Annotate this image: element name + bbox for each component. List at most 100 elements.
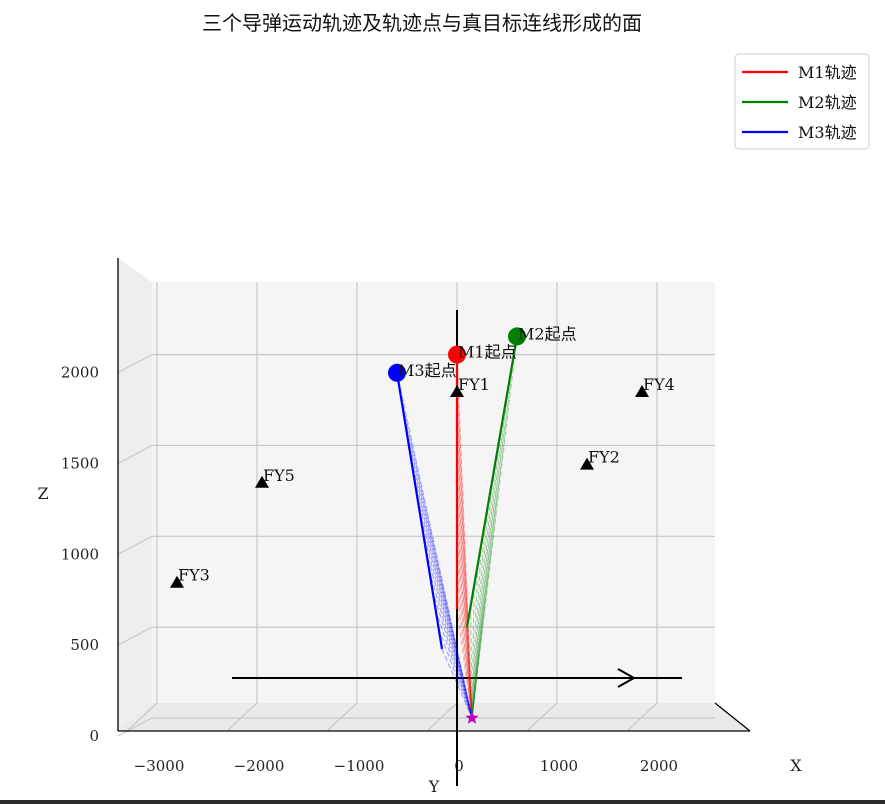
trajectory-line [395, 372, 444, 650]
surface-line [471, 502, 490, 719]
surface-line [456, 536, 473, 719]
start-label: M1起点 [458, 343, 517, 362]
x-tick-label: 1000 [540, 757, 578, 775]
surface-line [441, 648, 473, 719]
axes-pane [118, 258, 750, 731]
surface-line [435, 609, 473, 719]
z-tick-labels: 0 500 1000 1500 2000 [61, 364, 99, 745]
start-marker [388, 363, 406, 382]
fy-marker [635, 384, 649, 397]
bottom-rule [0, 800, 885, 804]
x-axis-label: X [790, 756, 802, 775]
grid-line-left [117, 354, 153, 374]
fy-label: FY5 [263, 466, 295, 485]
legend-label: M3轨迹 [798, 123, 857, 142]
z-tick-label: 0 [89, 727, 99, 745]
fy-points: FY1 FY2 FY3 FY4 FY5 [170, 375, 675, 588]
fy-label: FY2 [588, 448, 620, 467]
z-tick-label: 2000 [61, 364, 99, 382]
surface-line [409, 451, 473, 719]
z-tick-label: 500 [70, 636, 99, 654]
surface-line [415, 490, 473, 719]
grid-line-floor [426, 702, 458, 732]
surface-line [471, 544, 482, 719]
target-star [465, 711, 479, 724]
z-tick-label: 1000 [61, 545, 99, 563]
grid-line-left [117, 717, 153, 737]
x-tick-label: −2000 [234, 757, 285, 775]
surface-line [471, 523, 486, 719]
grid-line-floor [626, 702, 658, 732]
surface-line [412, 471, 473, 719]
start-marker [508, 327, 526, 346]
surface-line [456, 409, 473, 719]
y-axis-label: Y [428, 777, 440, 796]
surface-line [425, 550, 473, 719]
back-pane [152, 282, 715, 703]
surface-line [428, 569, 473, 719]
surface-line [456, 390, 473, 719]
x-tick-label: −1000 [334, 757, 385, 775]
surface-line [418, 510, 473, 719]
trajectories [395, 336, 519, 650]
surface-line [471, 336, 518, 719]
surface-line [396, 372, 473, 719]
surface-line [422, 530, 473, 719]
surface-line [471, 357, 515, 719]
fy-marker [450, 384, 464, 397]
start-label: M3起点 [398, 361, 457, 380]
surface-line [471, 564, 479, 719]
z-axis-label: Z [37, 484, 48, 503]
legend: M1轨迹 M2轨迹 M3轨迹 [734, 53, 870, 150]
surface-line [471, 398, 507, 719]
grid-line-floor [526, 702, 558, 732]
left-pane [118, 258, 152, 731]
grid [117, 282, 715, 737]
x-tick-label: 2000 [640, 757, 678, 775]
grid-line-left [117, 535, 153, 555]
x-tick-labels: −3000 −2000 −1000 0 1000 2000 [134, 757, 678, 775]
grid-line-left [117, 444, 153, 464]
grid-line-floor [326, 702, 358, 732]
start-marker [448, 345, 466, 364]
surface-line [431, 589, 473, 719]
start-label: M2起点 [518, 324, 577, 343]
surface-line [456, 445, 473, 719]
surface-line [456, 372, 473, 719]
axis-lines [117, 258, 751, 732]
surface-line [456, 572, 473, 719]
y-axis-line [714, 702, 751, 732]
surface-line [469, 606, 473, 719]
surface-line [402, 412, 473, 719]
surface-line [471, 440, 500, 719]
fy-label: FY3 [178, 566, 210, 585]
surface-line [471, 460, 497, 719]
surface-line [406, 431, 473, 719]
surface-line [471, 377, 511, 719]
x-tick-label: −3000 [134, 757, 185, 775]
origin-x-arrowhead [617, 668, 637, 688]
surface-line [471, 419, 504, 719]
grid-line-floor [226, 702, 258, 732]
surface-line [456, 554, 473, 719]
grid-line-floor [126, 702, 158, 732]
floor-pane [118, 703, 750, 731]
surface-line [456, 499, 473, 719]
trajectory-surfaces [396, 336, 518, 719]
legend-label: M1轨迹 [798, 63, 857, 82]
chart-title: 三个导弹运动轨迹及轨迹点与真目标连线形成的面 [202, 11, 642, 35]
fy-label: FY4 [643, 375, 675, 394]
legend-box [734, 53, 870, 150]
surface-line [456, 590, 473, 719]
surface-line [456, 427, 473, 719]
x-tick-label: 0 [454, 757, 464, 775]
surface-line [456, 608, 473, 719]
surface-line [456, 463, 473, 719]
fy-label: FY1 [458, 375, 490, 394]
surface-line [466, 627, 473, 719]
surface-line [471, 585, 475, 719]
legend-label: M2轨迹 [798, 93, 857, 112]
surface-line [456, 518, 473, 719]
